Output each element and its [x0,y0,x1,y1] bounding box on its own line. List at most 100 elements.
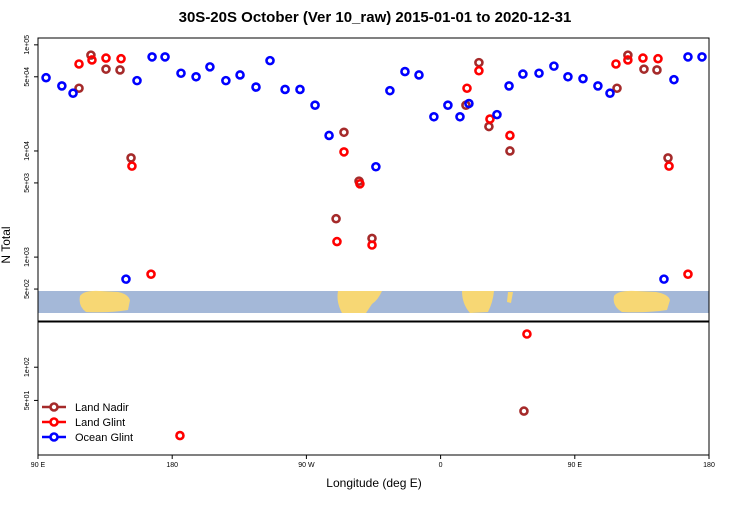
point [160,52,170,62]
point [669,74,679,85]
x-tick-label: 90 E [568,462,583,469]
point [593,81,603,91]
point [331,213,341,224]
x-tick-label: 180 [166,462,178,469]
point [663,153,673,163]
point [578,73,588,84]
point [505,146,515,156]
point [251,82,261,92]
point [443,100,453,110]
point [464,98,474,109]
point [87,55,97,65]
point [367,240,377,250]
point [147,52,157,62]
point [414,70,424,80]
point [221,75,231,86]
point [101,64,111,74]
legend-marker [49,402,59,412]
point [563,71,573,82]
legend-marker [49,417,59,427]
point [385,85,395,96]
land-mask [38,290,709,313]
point [429,111,439,122]
point [355,179,365,189]
legend-label: Ocean Glint [75,432,133,444]
point [659,274,669,284]
point [280,84,290,95]
point [175,430,185,441]
point [310,100,320,110]
point [74,83,84,94]
point [121,274,131,284]
y-axis-label: N Total [0,226,13,263]
point [519,406,529,416]
x-tick-label: 90 W [298,462,315,469]
point [638,53,648,63]
legend-label: Land Nadir [75,402,129,414]
point [101,53,111,63]
x-axis-label: Longitude (deg E) [326,476,421,490]
point [371,161,381,172]
land [337,291,382,313]
point [191,71,201,82]
y-tick-label: 5e+02 [24,279,31,299]
point [146,269,156,280]
point [115,65,125,75]
point [623,55,633,65]
x-tick-label: 180 [703,462,715,469]
point [612,83,622,94]
land [507,292,513,303]
point [400,66,410,77]
y-tick-label: 5e+04 [24,67,31,87]
x-tick-label: 0 [439,462,443,469]
point [462,83,472,94]
point [324,130,334,141]
point [474,65,484,76]
point [522,329,532,339]
point [549,61,559,71]
point [683,52,693,62]
y-tick-label: 1e+05 [24,35,31,55]
point [205,62,215,72]
point [235,70,245,80]
point [653,53,663,64]
land [613,290,670,313]
point [132,75,142,86]
point [86,50,96,60]
point [332,236,342,247]
point [116,53,126,64]
top-panel-frame [37,37,710,322]
point [455,111,465,122]
point [611,59,621,69]
point [492,109,502,120]
y-tick-label: 5e+01 [24,390,31,410]
point [505,130,515,141]
point [41,72,51,83]
point [265,55,275,66]
land [462,291,494,313]
point [68,88,78,99]
point [683,269,693,280]
legend-label: Land Glint [75,417,125,429]
point [605,88,615,99]
point [127,161,137,171]
chart-title: 30S-20S October (Ver 10_raw) 2015-01-01 … [179,9,572,26]
y-tick-label: 1e+04 [24,141,31,161]
y-tick-label: 1e+02 [24,357,31,377]
point [339,127,349,138]
point [295,84,305,95]
point [664,161,674,171]
point [57,81,67,91]
point [697,52,707,62]
point [176,68,186,79]
point [639,64,649,74]
point [652,65,662,75]
legend-marker [49,432,59,442]
y-tick-label: 5e+03 [24,173,31,193]
bottom-panel-frame [37,321,710,456]
point [623,50,633,60]
y-tick-label: 1e+03 [24,247,31,267]
point [485,114,495,124]
